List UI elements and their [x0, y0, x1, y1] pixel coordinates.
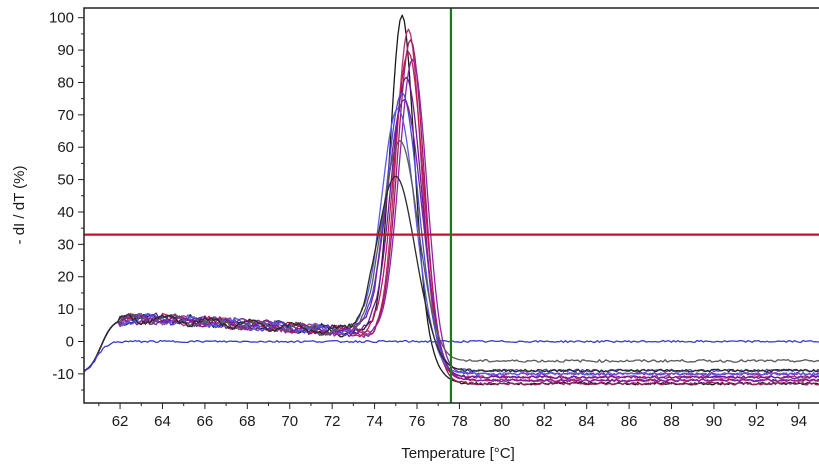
x-tick-label: 94 — [790, 413, 807, 430]
x-tick-label: 90 — [706, 413, 723, 430]
y-tick-label: 70 — [57, 107, 74, 124]
y-tick-label: 30 — [57, 236, 74, 253]
x-tick-label: 62 — [112, 413, 129, 430]
y-tick-label: 60 — [57, 139, 74, 156]
plot-area-border — [83, 7, 819, 404]
x-tick-label: 74 — [366, 413, 383, 430]
x-tick-label: 68 — [239, 413, 256, 430]
x-tick-label: 70 — [281, 413, 298, 430]
y-tick-label: 40 — [57, 204, 74, 221]
x-tick-label: 72 — [324, 413, 341, 430]
x-tick-label: 84 — [578, 413, 595, 430]
y-tick-label: 50 — [57, 172, 74, 189]
x-tick-label: 76 — [409, 413, 426, 430]
x-axis: 62 64 66 68 70 72 74 76 78 80 82 84 86 88 90 92 94 — [98, 403, 807, 430]
x-tick-label: 92 — [748, 413, 765, 430]
y-tick-label: 80 — [57, 74, 74, 91]
y-tick-label: -10 — [52, 366, 74, 383]
x-tick-label: 66 — [197, 413, 214, 430]
y-tick-label: 100 — [49, 10, 74, 27]
x-tick-label: 64 — [154, 413, 171, 430]
x-tick-label: 86 — [621, 413, 638, 430]
y-tick-label: 20 — [57, 269, 74, 286]
x-tick-label: 88 — [663, 413, 680, 430]
threshold-layer — [84, 8, 819, 403]
x-tick-label: 80 — [494, 413, 511, 430]
x-tick-label: 78 — [451, 413, 468, 430]
y-tick-label: 10 — [57, 301, 74, 318]
x-tick-label: 82 — [536, 413, 553, 430]
y-tick-label: 0 — [66, 333, 74, 350]
y-axis-title: - dI / dT (%) — [11, 166, 28, 245]
y-axis: -10 0 10 20 30 40 50 60 70 80 90 100 — [49, 10, 84, 391]
x-axis-title: Temperature [°C] — [401, 445, 515, 462]
y-tick-label: 90 — [57, 42, 74, 59]
